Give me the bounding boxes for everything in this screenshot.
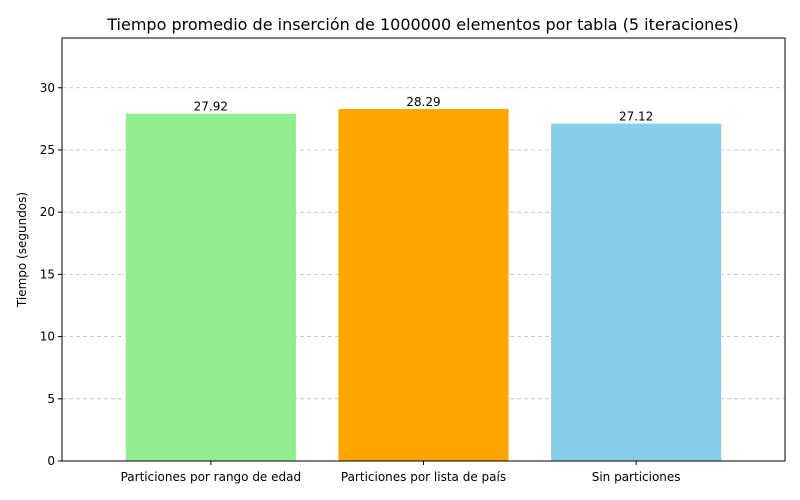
bars: 27.92 28.29 27.12 — [125, 95, 722, 462]
y-tick-label: 30 — [40, 81, 55, 95]
y-axis-label: Tiempo (segundos) — [15, 192, 29, 308]
bar-value-label: 27.92 — [194, 100, 228, 114]
bar-value-label: 27.12 — [619, 110, 653, 124]
x-tick-label: Sin particiones — [592, 470, 681, 484]
x-axis-ticks: Particiones por rango de edad Particiones… — [121, 461, 681, 484]
y-tick-label: 5 — [47, 392, 55, 406]
y-tick-label: 15 — [40, 267, 55, 281]
y-axis-ticks: 0 5 10 15 20 25 30 — [40, 81, 62, 468]
y-tick-label: 10 — [40, 330, 55, 344]
x-tick-label: Particiones por lista de país — [341, 470, 506, 484]
chart-title: Tiempo promedio de inserción de 1000000 … — [106, 15, 738, 34]
bar-value-label: 28.29 — [406, 95, 440, 109]
y-tick-label: 20 — [40, 205, 55, 219]
bar — [338, 109, 509, 461]
y-tick-label: 25 — [40, 143, 55, 157]
x-tick-label: Particiones por rango de edad — [121, 470, 302, 484]
y-tick-label: 0 — [47, 454, 55, 468]
bar — [125, 113, 296, 462]
bar — [551, 123, 722, 462]
